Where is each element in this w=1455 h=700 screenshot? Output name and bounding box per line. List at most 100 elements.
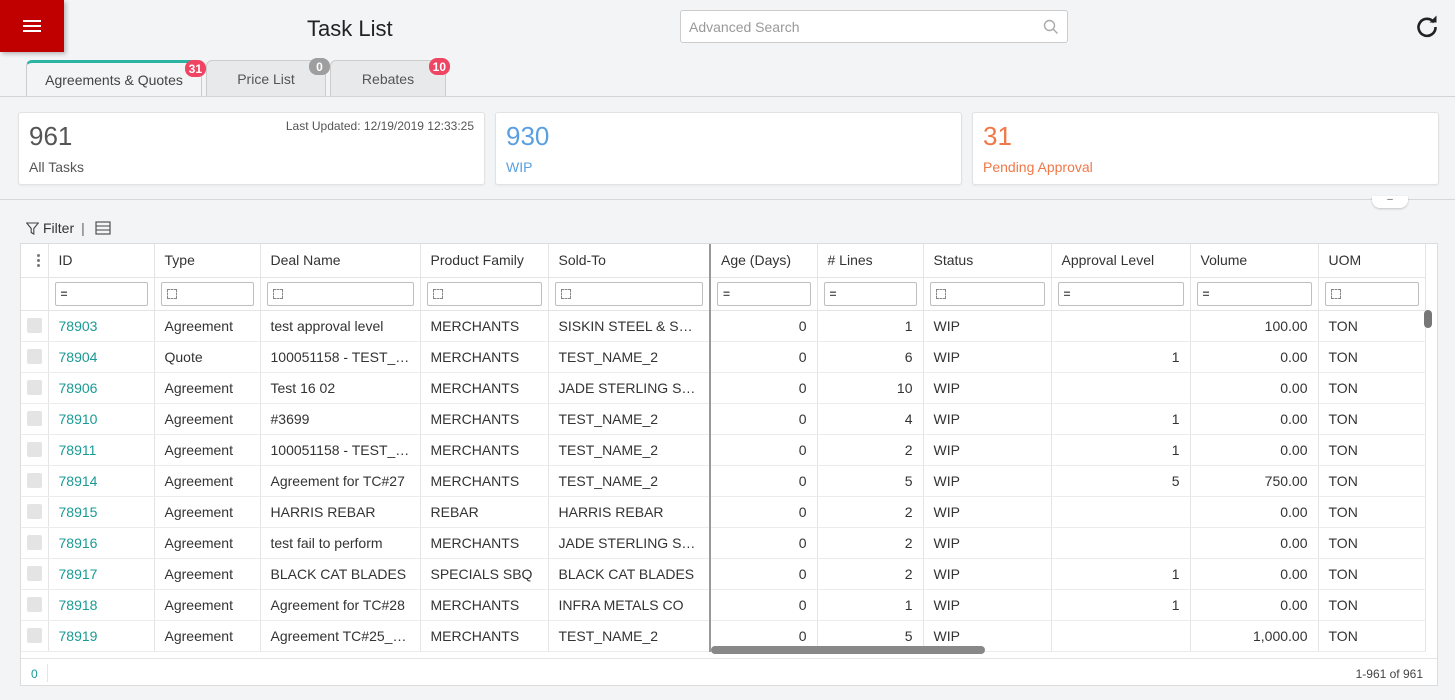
- card-all-tasks[interactable]: 961 All Tasks Last Updated: 12/19/2019 1…: [18, 112, 485, 185]
- card-wip[interactable]: 930 WIP: [495, 112, 962, 185]
- tab-rebates[interactable]: Rebates 10: [330, 58, 450, 96]
- cell-sold-to: TEST_NAME_2: [548, 434, 711, 466]
- task-id-link[interactable]: 78917: [48, 558, 155, 590]
- column-header-product-family[interactable]: Product Family: [420, 244, 549, 278]
- table-row[interactable]: 78910 Agreement #3699 MERCHANTS TEST_NAME_2 0…: [21, 403, 1426, 435]
- cell-status: WIP: [923, 527, 1052, 559]
- column-header-status[interactable]: Status: [923, 244, 1052, 278]
- row-checkbox[interactable]: [26, 504, 42, 519]
- cell-deal-name: Agreement for TC#28: [260, 589, 421, 621]
- collapse-toggle[interactable]: –: [1372, 195, 1408, 208]
- column-filter-input[interactable]: [266, 281, 414, 306]
- table-row[interactable]: 78906 Agreement Test 16 02 MERCHANTS JADE ST…: [21, 372, 1426, 404]
- row-checkbox[interactable]: [26, 628, 42, 643]
- card-pending-approval[interactable]: 31 Pending Approval: [972, 112, 1439, 185]
- grid-toolbar: Filter |: [26, 220, 111, 236]
- filter-icon[interactable]: [26, 221, 39, 235]
- column-header-volume[interactable]: Volume: [1190, 244, 1319, 278]
- column-filter-input[interactable]: [1324, 281, 1419, 306]
- column-header-sold-to[interactable]: Sold-To: [548, 244, 711, 278]
- column-filter-input[interactable]: [160, 281, 254, 306]
- row-checkbox[interactable]: [26, 566, 42, 581]
- vertical-scrollbar[interactable]: [1424, 310, 1432, 644]
- tab-price-list[interactable]: Price List 0: [206, 58, 330, 96]
- task-id-link[interactable]: 78903: [48, 310, 155, 342]
- column-header-id[interactable]: ID: [48, 244, 155, 278]
- tab-agreements-quotes[interactable]: Agreements & Quotes 31: [26, 60, 206, 96]
- column-filter-input[interactable]: [426, 281, 542, 306]
- cell-type: Agreement: [154, 310, 261, 342]
- search-input[interactable]: [681, 11, 1031, 42]
- cell-deal-name: Test 16 02: [260, 372, 421, 404]
- column-menu[interactable]: [21, 244, 49, 278]
- column-header-uom[interactable]: UOM: [1318, 244, 1426, 278]
- task-id-link[interactable]: 78904: [48, 341, 155, 373]
- column-header-approval-level[interactable]: Approval Level: [1051, 244, 1191, 278]
- column-filter-input[interactable]: =: [1057, 281, 1184, 306]
- cell-age-days: 0: [710, 527, 818, 559]
- column-filter-input[interactable]: [929, 281, 1045, 306]
- task-id-link[interactable]: 78914: [48, 465, 155, 497]
- horizontal-scroll-thumb[interactable]: [711, 646, 985, 654]
- row-checkbox[interactable]: [26, 380, 42, 395]
- kebab-icon: [37, 253, 41, 267]
- search-icon[interactable]: [1043, 19, 1059, 35]
- row-checkbox[interactable]: [26, 442, 42, 457]
- card-count: 31: [983, 121, 1012, 151]
- table-row[interactable]: 78915 Agreement HARRIS REBAR REBAR HARRIS RE…: [21, 496, 1426, 528]
- hamburger-menu-button[interactable]: [0, 0, 64, 52]
- cell-deal-name: 100051158 - TEST_NAME: [260, 434, 421, 466]
- cell-sold-to: TEST_NAME_2: [548, 465, 711, 497]
- task-id-link[interactable]: 78915: [48, 496, 155, 528]
- table-row[interactable]: 78914 Agreement Agreement for TC#27 MERCHAN…: [21, 465, 1426, 497]
- table-row[interactable]: 78917 Agreement BLACK CAT BLADES SPECIALS S…: [21, 558, 1426, 590]
- row-checkbox[interactable]: [26, 597, 42, 612]
- row-checkbox[interactable]: [26, 318, 42, 333]
- cell-sold-to: JADE STERLING STEEL: [548, 527, 711, 559]
- column-chooser-icon[interactable]: [95, 221, 111, 235]
- row-checkbox[interactable]: [26, 535, 42, 550]
- cell-volume: 0.00: [1190, 558, 1319, 590]
- refresh-icon[interactable]: [1414, 14, 1440, 40]
- cell-volume: 0.00: [1190, 403, 1319, 435]
- toolbar-separator: |: [81, 220, 85, 236]
- task-id-link[interactable]: 78911: [48, 434, 155, 466]
- column-filter-input[interactable]: =: [717, 281, 811, 306]
- task-id-link[interactable]: 78910: [48, 403, 155, 435]
- column-filter-input[interactable]: =: [1196, 281, 1312, 306]
- task-id-link[interactable]: 78906: [48, 372, 155, 404]
- row-range: 1-961 of 961: [1355, 667, 1423, 681]
- row-checkbox[interactable]: [26, 349, 42, 364]
- cell-status: WIP: [923, 434, 1052, 466]
- column-filter-input[interactable]: =: [54, 281, 148, 306]
- cell-product-family: REBAR: [420, 496, 549, 528]
- column-header-lines[interactable]: # Lines: [817, 244, 924, 278]
- column-header-deal-name[interactable]: Deal Name: [260, 244, 421, 278]
- task-id-link[interactable]: 78919: [48, 620, 155, 652]
- column-filter-input[interactable]: =: [823, 281, 917, 306]
- row-checkbox[interactable]: [26, 473, 42, 488]
- vertical-scroll-thumb[interactable]: [1424, 310, 1432, 328]
- column-header-age-days[interactable]: Age (Days): [710, 244, 818, 278]
- task-id-link[interactable]: 78918: [48, 589, 155, 621]
- cell-product-family: MERCHANTS: [420, 341, 549, 373]
- table-row[interactable]: 78916 Agreement test fail to perform MERCHA…: [21, 527, 1426, 559]
- table-row[interactable]: 78904 Quote 100051158 - TEST_NAME MERCHANTS…: [21, 341, 1426, 373]
- table-row[interactable]: 78903 Agreement test approval level MERCHAN…: [21, 310, 1426, 342]
- tab-bar: Agreements & Quotes 31 Price List 0 Reba…: [26, 58, 450, 96]
- cell-deal-name: #3699: [260, 403, 421, 435]
- column-header-type[interactable]: Type: [154, 244, 261, 278]
- task-id-link[interactable]: 78916: [48, 527, 155, 559]
- cell-volume: 0.00: [1190, 527, 1319, 559]
- filter-cell: [420, 277, 549, 311]
- cell-status: WIP: [923, 310, 1052, 342]
- horizontal-scrollbar[interactable]: [711, 646, 1425, 654]
- equals-operator: =: [1063, 286, 1071, 301]
- table-row[interactable]: 78918 Agreement Agreement for TC#28 MERCHAN…: [21, 589, 1426, 621]
- table-row[interactable]: 78911 Agreement 100051158 - TEST_NAME MERCH…: [21, 434, 1426, 466]
- filter-button[interactable]: Filter: [43, 220, 75, 236]
- tab-count-badge: 10: [428, 58, 450, 75]
- column-filter-input[interactable]: [554, 281, 703, 306]
- row-checkbox[interactable]: [26, 411, 42, 426]
- table-row[interactable]: 78919 Agreement Agreement TC#25_A3 MERCHANT…: [21, 620, 1426, 652]
